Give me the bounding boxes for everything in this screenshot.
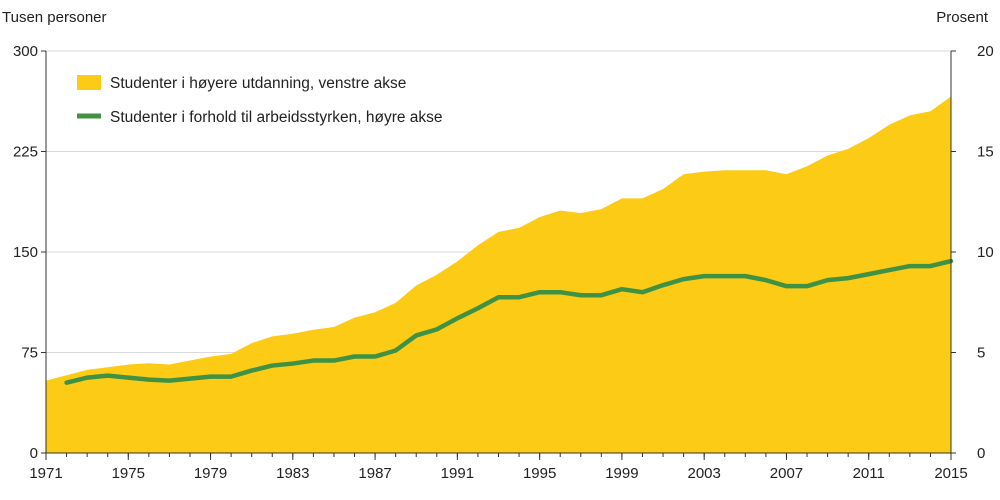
x-tick-label-2007: 2007 <box>770 465 803 482</box>
left-axis-title: Tusen personer <box>2 9 107 26</box>
left-tick-label-225: 225 <box>13 144 38 161</box>
right-tick-label-0: 0 <box>977 445 985 462</box>
left-tick-label-300: 300 <box>13 43 38 60</box>
legend-label-area: Studenter i høyere utdanning, venstre ak… <box>110 75 406 92</box>
left-tick-label-75: 75 <box>21 345 38 362</box>
legend-swatch-area <box>77 75 101 90</box>
axis-layer: 0 75 150 225 300 0 5 10 15 20 1971 1975 1979 1983 1987… <box>13 43 994 482</box>
right-tick-label-5: 5 <box>977 345 985 362</box>
x-tick-label-2011: 2011 <box>853 465 885 482</box>
legend-label-line: Studenter i forhold til arbeidsstyrken, … <box>110 109 443 126</box>
right-axis-title: Prosent <box>936 9 989 26</box>
x-tick-label-1991: 1991 <box>441 465 474 482</box>
line-layer <box>64 258 954 385</box>
x-tick-label-1995: 1995 <box>523 465 556 482</box>
left-tick-label-0: 0 <box>30 445 38 462</box>
line-series-student-share <box>64 258 954 385</box>
legend: Studenter i høyere utdanning, venstre ak… <box>77 75 443 126</box>
x-tick-label-2015: 2015 <box>934 465 967 482</box>
area-layer <box>46 96 951 453</box>
x-tick-label-1999: 1999 <box>605 465 638 482</box>
x-tick-label-1983: 1983 <box>276 465 309 482</box>
right-tick-label-20: 20 <box>977 43 994 60</box>
x-tick-label-2003: 2003 <box>687 465 720 482</box>
x-tick-label-1975: 1975 <box>112 465 145 482</box>
area-series-students <box>46 96 951 453</box>
right-tick-label-10: 10 <box>977 244 994 261</box>
x-tick-label-1987: 1987 <box>358 465 391 482</box>
right-tick-label-15: 15 <box>977 144 994 161</box>
x-tick-label-1971: 1971 <box>29 465 62 482</box>
x-tick-label-1979: 1979 <box>194 465 227 482</box>
left-tick-label-150: 150 <box>13 244 38 261</box>
